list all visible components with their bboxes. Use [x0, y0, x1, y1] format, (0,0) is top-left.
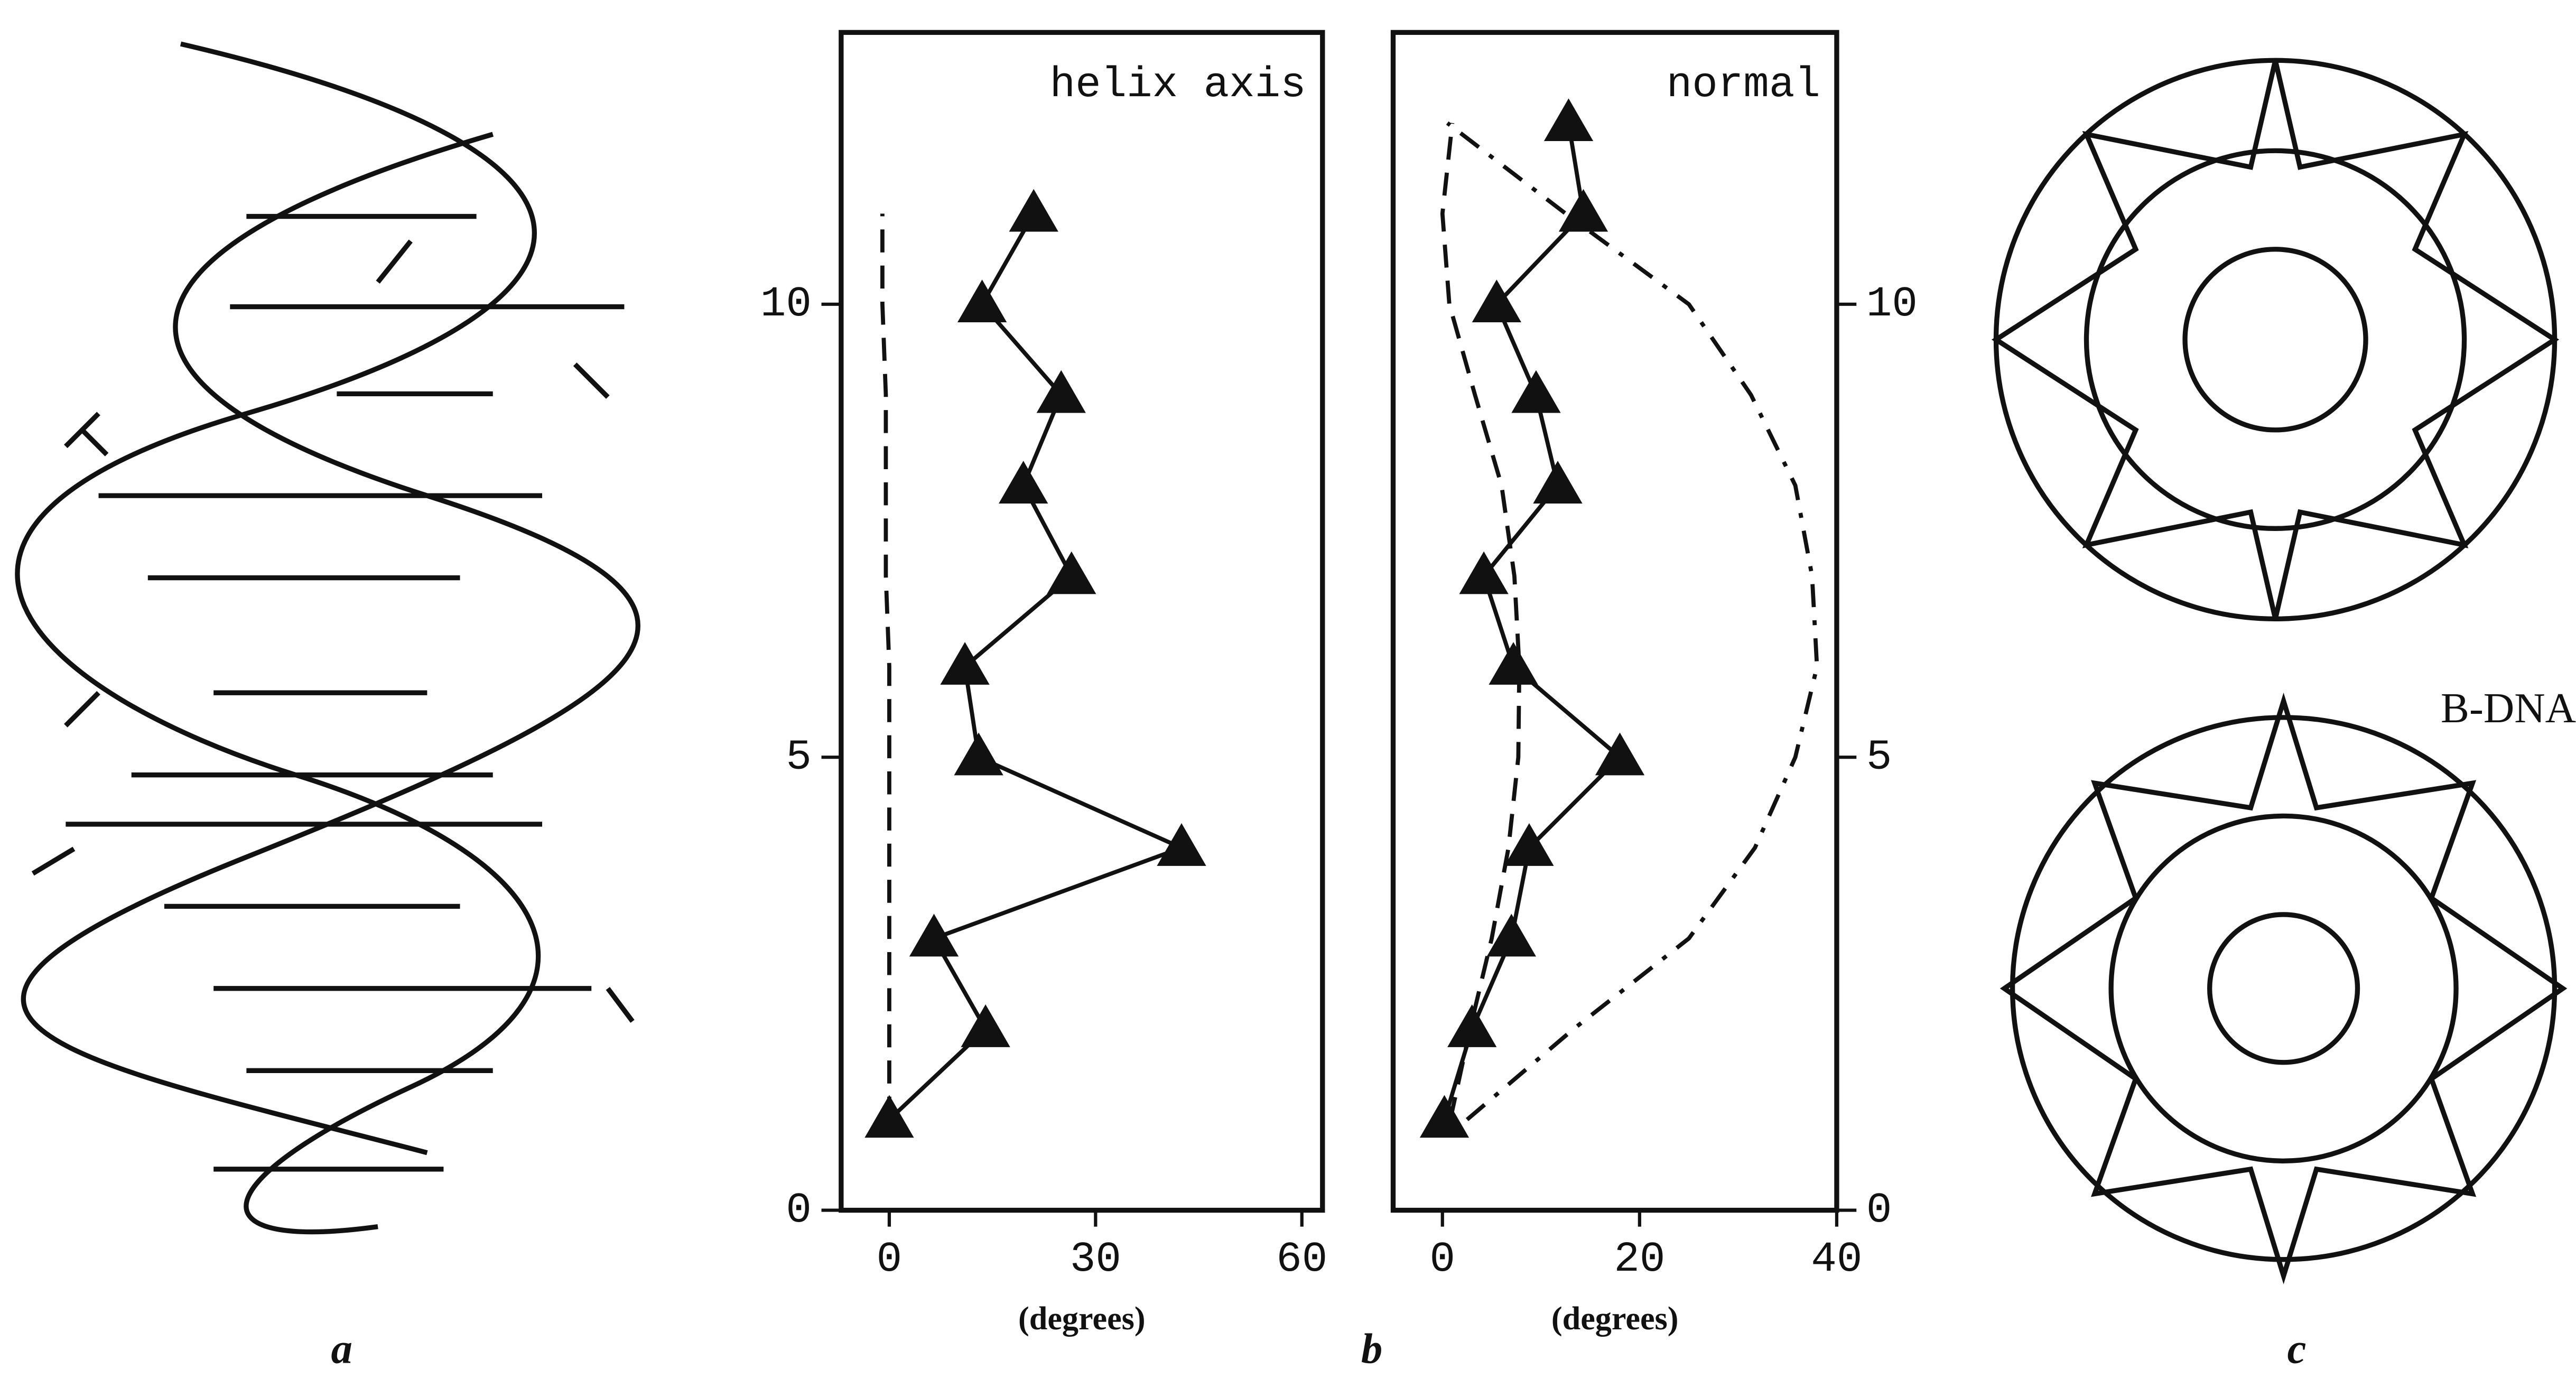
triangle-marker — [1511, 370, 1561, 413]
ring — [1993, 58, 2558, 621]
y-tick-label: 5 — [1866, 734, 1892, 782]
triangle-marker — [957, 279, 1007, 323]
panel-label: c — [2287, 1326, 2307, 1373]
triangle-marker — [1533, 461, 1583, 504]
triangle-marker — [1419, 1095, 1470, 1138]
x-tick-label: 30 — [1070, 1236, 1121, 1284]
series-line — [1440, 123, 1522, 1120]
triangle-marker — [999, 461, 1048, 504]
base-pairs — [66, 213, 625, 1172]
series-line — [1442, 123, 1623, 1121]
strand — [21, 132, 640, 1156]
y-tick-label: 5 — [786, 734, 812, 782]
x-tick-label: 60 — [1276, 1236, 1327, 1284]
chart-title: normal — [1667, 61, 1820, 109]
series-line — [888, 212, 1187, 1121]
y-tick-label: 10 — [760, 281, 812, 329]
triangle-marker — [1543, 98, 1594, 142]
series-line — [880, 213, 891, 1120]
triangle-marker — [954, 732, 1003, 776]
plot-frame — [839, 30, 1325, 1213]
ring — [2108, 813, 2459, 1163]
triangle-marker — [1447, 1004, 1497, 1047]
backbone — [2000, 692, 2568, 1284]
triangle-marker — [1009, 189, 1058, 232]
panel-label: b — [1361, 1326, 1382, 1373]
chart-title: helix axis — [1050, 61, 1306, 109]
plot-frame — [1390, 30, 1839, 1213]
triangle-marker — [1504, 823, 1554, 866]
ring — [2182, 247, 2368, 433]
y-tick-label: 10 — [1866, 281, 1918, 329]
x-tick-label: 0 — [1429, 1236, 1455, 1284]
atoms — [31, 239, 635, 1023]
dna-end-views — [1991, 58, 2568, 1284]
series-line — [1446, 121, 1819, 1122]
x-tick-label: 40 — [1811, 1236, 1862, 1284]
strand — [15, 41, 541, 1235]
triangle-marker — [1489, 642, 1538, 685]
ring — [2084, 148, 2467, 531]
triangle-marker — [1558, 189, 1608, 232]
triangle-marker — [1486, 914, 1536, 957]
x-axis-label: (degrees) — [1018, 1301, 1146, 1337]
dna-side-view — [15, 41, 640, 1235]
triangle-marker — [909, 914, 959, 957]
annotation: B-DNA — [2441, 685, 2576, 732]
y-tick-label: 0 — [1866, 1187, 1892, 1235]
triangle-marker — [961, 1004, 1010, 1047]
x-axis-label: (degrees) — [1551, 1301, 1679, 1337]
backbone — [1991, 60, 2560, 620]
x-tick-label: 0 — [877, 1236, 903, 1284]
triangle-marker — [1157, 823, 1206, 866]
ring — [2010, 715, 2558, 1262]
triangle-marker — [1595, 732, 1645, 776]
triangle-marker — [1047, 551, 1096, 594]
panel-label: a — [331, 1326, 352, 1373]
triangle-marker — [1472, 279, 1521, 323]
triangle-marker — [1036, 370, 1086, 413]
x-tick-label: 20 — [1614, 1236, 1665, 1284]
y-tick-label: 0 — [786, 1187, 812, 1235]
triangle-marker — [1459, 551, 1509, 594]
triangle-marker — [940, 642, 990, 685]
ring — [2207, 912, 2360, 1065]
